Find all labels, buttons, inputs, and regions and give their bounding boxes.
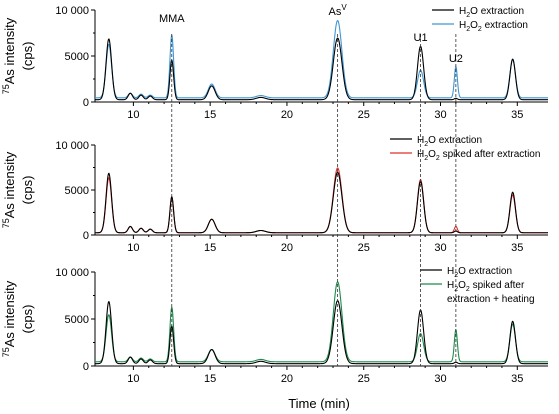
legend-entry: H2O extraction [417, 135, 482, 148]
x-tick-label: 20 [281, 373, 293, 385]
x-tick-label: 30 [434, 242, 446, 254]
panel-1: 0 5000 10 000 10 15 20 25 30 35 75As intensity (cp… [1, 5, 548, 121]
x-tick-label: 35 [511, 109, 523, 121]
x-tick-label: 25 [358, 242, 370, 254]
x-tick-label: 30 [434, 109, 446, 121]
legend-entry: H2O2 spiked after extraction [417, 149, 540, 162]
x-tick-label: 15 [204, 373, 216, 385]
x-tick-label: 15 [204, 109, 216, 121]
annotation-label: AsV [329, 3, 348, 18]
y-axis-title: 75As intensity [1, 280, 17, 357]
series-line-1 [95, 300, 548, 365]
series-line-2 [95, 167, 548, 234]
x-tick-label: 20 [281, 109, 293, 121]
series-line-2 [95, 19, 548, 99]
y-tick-label: 0 [83, 97, 89, 109]
y-tick-label: 5000 [65, 185, 89, 197]
x-axis-title: Time (min) [288, 396, 350, 411]
series-line-2 [95, 281, 548, 363]
panel-2: 0 5000 10 000 10 15 20 25 30 35 75As intensity (cp… [1, 135, 548, 254]
legend-entry: H2O2 spiked after [447, 280, 525, 293]
annotation-label: U2 [449, 53, 463, 65]
y-axis-unit: (cps) [20, 42, 35, 71]
y-axis-title: 75As intensity [1, 151, 17, 228]
y-tick-label: 10 000 [55, 267, 89, 279]
y-tick-label: 10 000 [55, 140, 89, 152]
peak-annotations: MMA AsV U1 U2 [159, 3, 463, 65]
y-tick-label: 5000 [65, 314, 89, 326]
y-tick-label: 0 [83, 361, 89, 373]
x-tick-label: 20 [281, 242, 293, 254]
x-tick-label: 25 [358, 373, 370, 385]
x-tick-label: 10 [127, 373, 139, 385]
legend-entry-line2: extraction + heating [447, 294, 535, 305]
y-axis-unit: (cps) [20, 305, 35, 334]
x-tick-label: 35 [511, 242, 523, 254]
x-tick-label: 15 [204, 242, 216, 254]
y-tick-label: 0 [83, 230, 89, 242]
x-tick-label: 10 [127, 242, 139, 254]
reference-lines [171, 34, 457, 366]
legend-entry: H2O extraction [447, 266, 512, 279]
series-line-1 [95, 171, 548, 234]
y-tick-label: 5000 [65, 51, 89, 63]
legend-entry: H2O2 extraction [459, 20, 528, 33]
annotation-label: MMA [159, 13, 185, 25]
series-line-1 [95, 37, 548, 101]
y-axis-unit: (cps) [20, 176, 35, 205]
x-tick-label: 35 [511, 373, 523, 385]
x-tick-label: 10 [127, 109, 139, 121]
x-tick-label: 30 [434, 373, 446, 385]
legend-entry: H2O extraction [459, 6, 524, 19]
annotation-label: U1 [414, 32, 428, 44]
y-axis-title: 75As intensity [1, 17, 17, 94]
panel-3: 0 5000 10 000 10 15 20 25 30 35 75As intensity (cp… [1, 266, 548, 385]
y-tick-label: 10 000 [55, 5, 89, 17]
x-tick-label: 25 [358, 109, 370, 121]
